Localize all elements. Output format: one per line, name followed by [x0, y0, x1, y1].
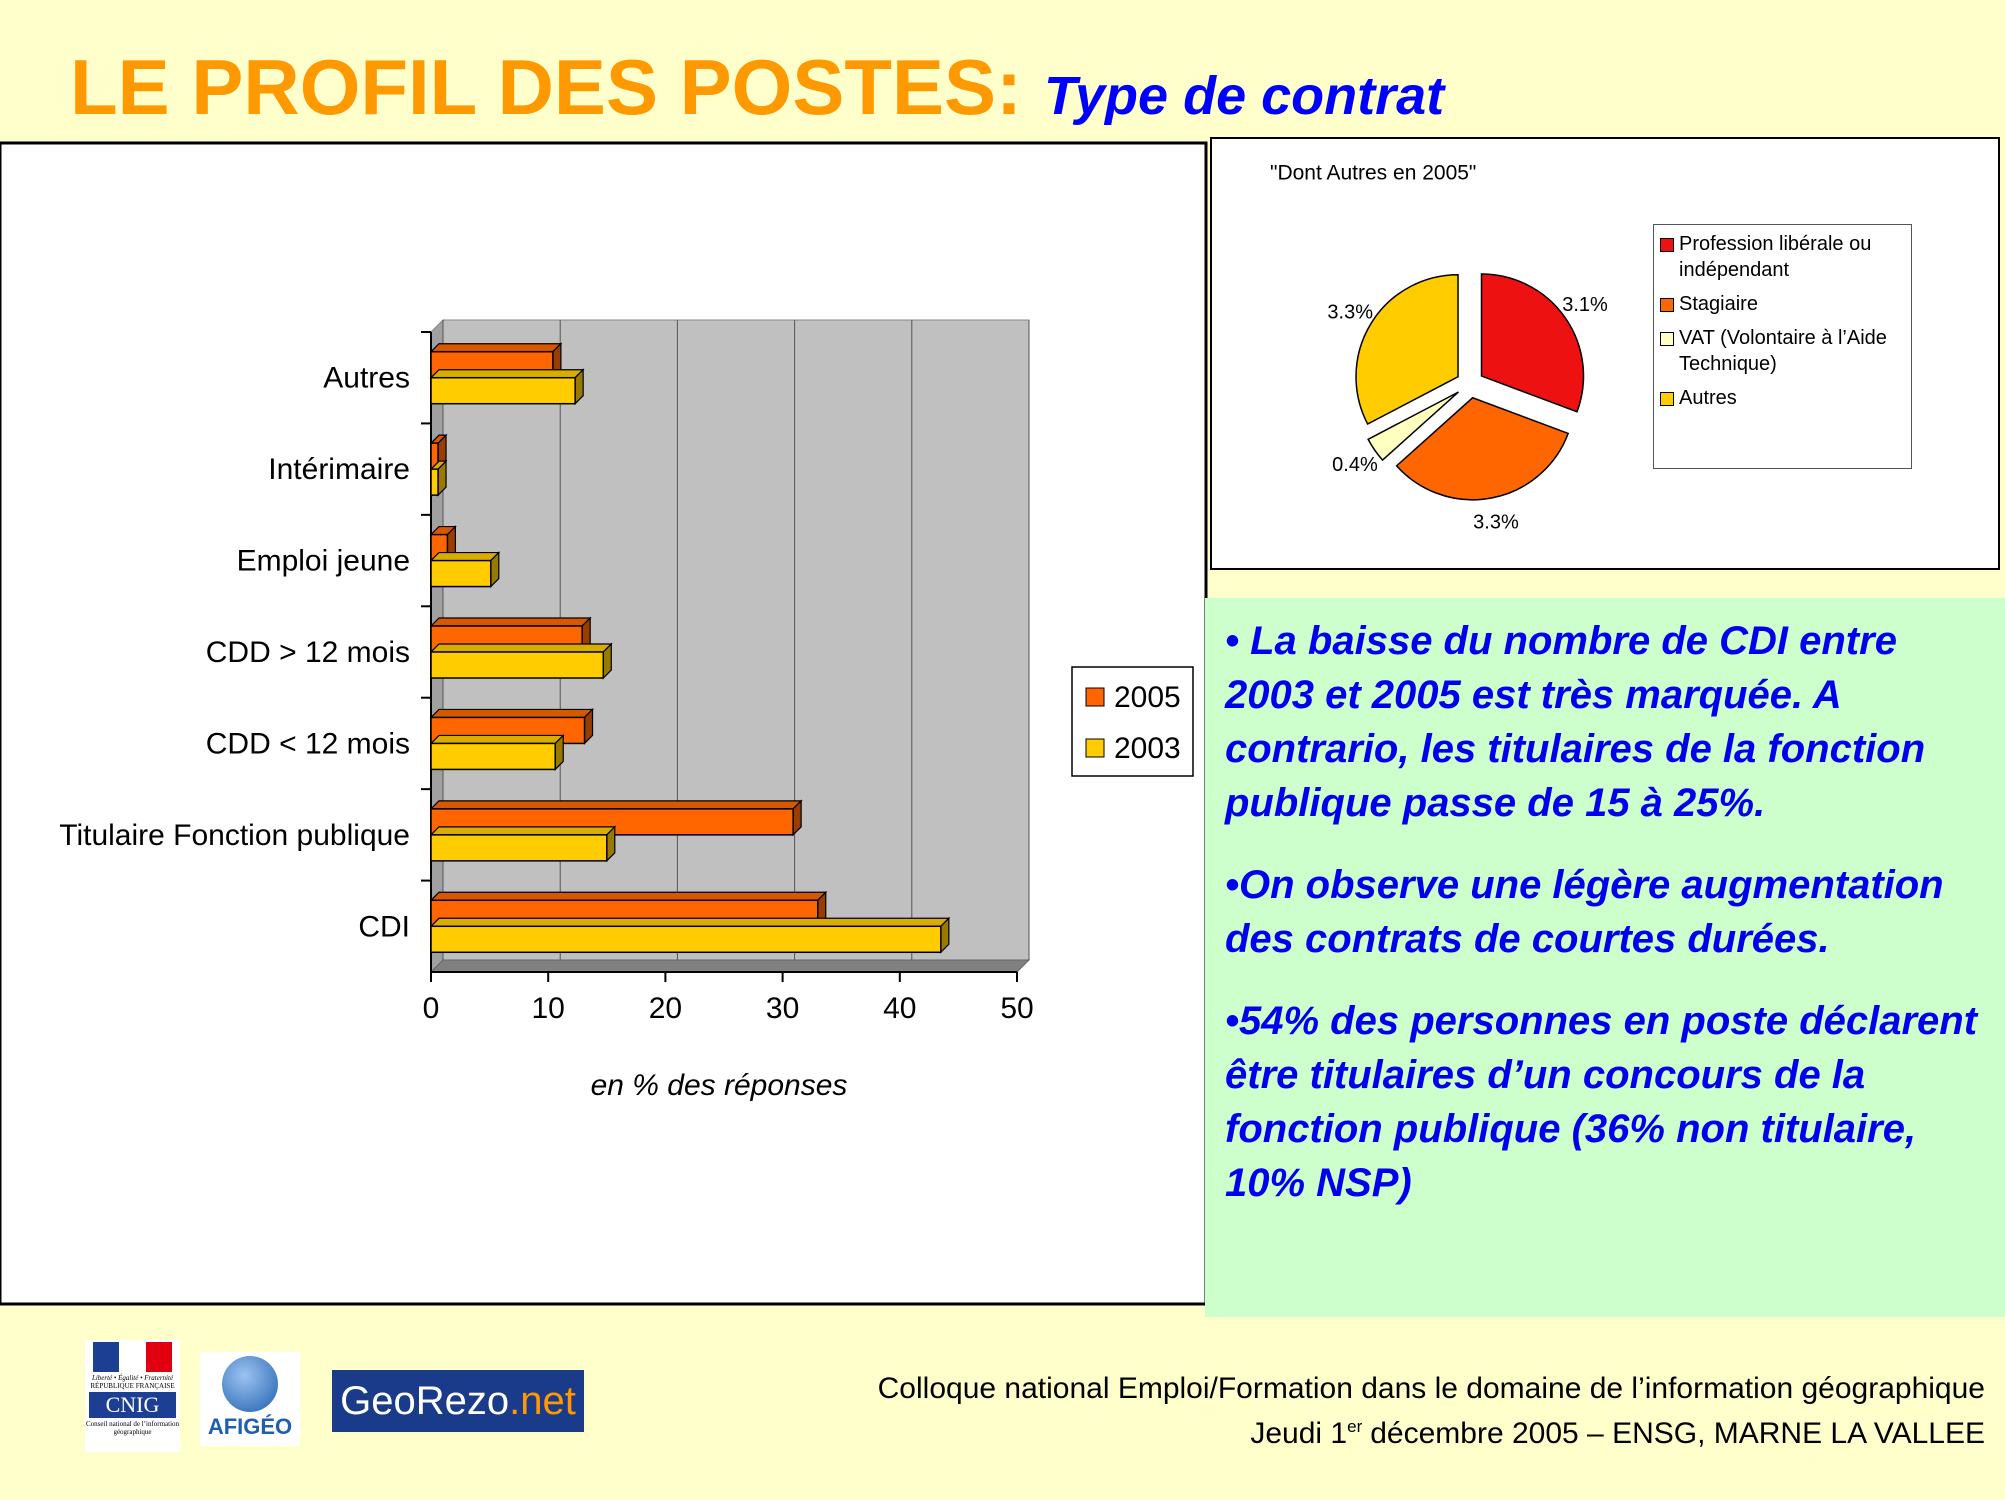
pie-slice: [1355, 273, 1459, 426]
title-block: LE PROFIL DES POSTES: Type de contrat: [70, 42, 1444, 133]
legend-swatch: [1660, 392, 1674, 406]
legend-swatch: [1660, 238, 1674, 252]
legend-label: VAT (Volontaire à l’Aide Technique): [1679, 327, 1887, 375]
bar-top: [429, 617, 592, 627]
legend-label: 2003: [1114, 732, 1181, 765]
bullet: • La baisse du nombre de CDI entre 2003 …: [1225, 619, 1926, 825]
y-tick-label: Titulaire Fonction publique: [59, 819, 410, 852]
bar: [430, 376, 576, 405]
globe: [222, 1356, 278, 1412]
bar: [430, 834, 608, 862]
floor: [429, 959, 1031, 973]
legend-swatch: [1085, 738, 1105, 758]
bar-top: [429, 343, 563, 353]
pie-value-label: 0.4%: [1332, 454, 1378, 476]
legend-label: Profession libérale ou indépendant: [1679, 233, 1872, 281]
cnig-full: Conseil national de l’information géogra…: [85, 1420, 180, 1436]
legend-label: Autres: [1679, 387, 1737, 409]
bar-top: [429, 826, 617, 836]
bar-top: [429, 643, 613, 653]
legend-entry: VAT (Volontaire à l’Aide Technique): [1658, 325, 1907, 377]
afigeo-logo: AFIGÉO: [200, 1352, 300, 1446]
bar-top: [429, 369, 585, 379]
motto: Liberté • Égalité • Fraternité: [91, 1374, 174, 1382]
x-tick-label: 20: [649, 992, 682, 1025]
afigeo-name: AFIGÉO: [207, 1414, 293, 1439]
bar-top: [429, 551, 501, 562]
pie-value-label: 3.3%: [1327, 302, 1373, 324]
pie-value-label: 3.3%: [1473, 512, 1519, 534]
y-tick-label: Intérimaire: [268, 453, 410, 486]
bar-top: [429, 917, 951, 927]
legend-entry: Profession libérale ou indépendant: [1658, 231, 1907, 283]
title: LE PROFIL DES POSTES:: [70, 43, 1023, 131]
bar-top: [429, 891, 828, 901]
flag: [93, 1342, 172, 1372]
x-tick-label: 0: [423, 992, 440, 1025]
bullet: •On observe une légère augmentation des …: [1225, 863, 1944, 961]
pie-slice: [1367, 391, 1460, 462]
pie-slice: [1395, 396, 1570, 501]
date-text: Jeudi 1: [1250, 1417, 1348, 1450]
legend-box: [1071, 666, 1194, 777]
bar: [430, 651, 605, 679]
bar-top: [429, 800, 803, 810]
x-axis-label: en % des réponses: [591, 1069, 848, 1102]
cnig-name: CNIG: [89, 1392, 176, 1418]
legend-swatch: [1660, 332, 1674, 346]
pie-legend: Profession libérale ou indépendant Stagia…: [1653, 224, 1912, 469]
subtitle: Type de contrat: [1044, 66, 1445, 126]
footer: Colloque national Emploi/Formation dans …: [878, 1370, 1985, 1453]
bullet: •54% des personnes en poste déclarent êt…: [1225, 999, 1978, 1205]
bar-top: [429, 734, 565, 745]
x-tick-label: 50: [1000, 992, 1033, 1025]
y-tick-label: CDI: [358, 910, 410, 943]
legend-label: 2005: [1114, 681, 1181, 714]
legend-entry: Autres: [1658, 385, 1907, 411]
georezo-suffix: .net: [509, 1379, 576, 1423]
bar-top: [429, 708, 594, 719]
y-tick-label: Autres: [323, 362, 410, 395]
date-rest: décembre 2005 – ENSG, MARNE LA VALLEE: [1370, 1417, 1985, 1450]
legend-swatch: [1085, 687, 1105, 707]
bar: [430, 468, 439, 496]
y-tick-label: CDD > 12 mois: [206, 636, 410, 669]
legend-entry: Stagiaire: [1658, 291, 1907, 317]
x-tick-label: 30: [766, 992, 799, 1025]
footer-date: Jeudi 1er décembre 2005 – ENSG, MARNE LA …: [878, 1408, 1985, 1453]
footer-event: Colloque national Emploi/Formation dans …: [877, 1372, 1985, 1405]
pie-title: "Dont Autres en 2005": [1270, 162, 1476, 185]
date-sup: er: [1347, 1417, 1363, 1436]
georezo-name: GeoRezo: [340, 1379, 510, 1423]
pie-slice: [1480, 273, 1585, 413]
x-tick-label: 40: [883, 992, 916, 1025]
bar: [430, 559, 492, 588]
y-tick-label: Emploi jeune: [237, 545, 410, 578]
georezo-logo: GeoRezo.net: [332, 1370, 584, 1432]
bar: [430, 925, 942, 954]
pie-value-label: 3.1%: [1562, 294, 1608, 316]
bullet-box: • La baisse du nombre de CDI entre 2003 …: [1205, 598, 2005, 1317]
y-tick-label: CDD < 12 mois: [206, 727, 410, 760]
cnig-logo: Liberté • Égalité • Fraternité RÉPUBLIQU…: [85, 1340, 180, 1452]
legend-label: Stagiaire: [1679, 293, 1758, 315]
legend-swatch: [1660, 298, 1674, 312]
republic: RÉPUBLIQUE FRANÇAISE: [90, 1382, 175, 1390]
bar: [430, 742, 556, 771]
x-tick-label: 10: [532, 992, 565, 1025]
